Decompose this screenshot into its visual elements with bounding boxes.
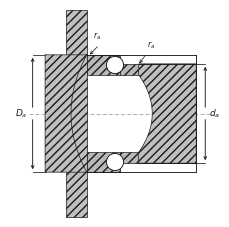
Circle shape bbox=[106, 57, 123, 74]
Polygon shape bbox=[45, 55, 86, 172]
Text: $D_a$: $D_a$ bbox=[15, 107, 27, 120]
Text: $r_a$: $r_a$ bbox=[93, 31, 101, 42]
Circle shape bbox=[106, 153, 123, 170]
Polygon shape bbox=[66, 10, 86, 217]
Polygon shape bbox=[86, 152, 119, 172]
Text: $d_a$: $d_a$ bbox=[208, 107, 219, 120]
Polygon shape bbox=[86, 55, 119, 75]
Polygon shape bbox=[138, 64, 195, 163]
Text: $r_a$: $r_a$ bbox=[146, 40, 154, 52]
Polygon shape bbox=[119, 152, 138, 163]
Polygon shape bbox=[119, 64, 138, 75]
